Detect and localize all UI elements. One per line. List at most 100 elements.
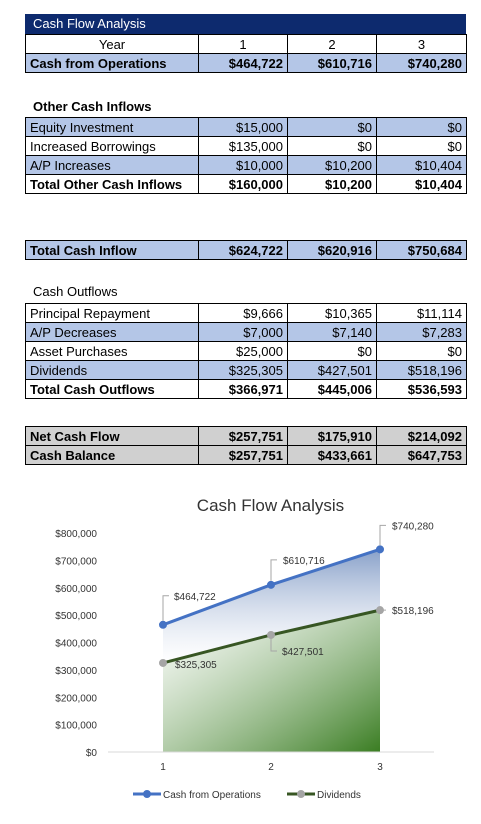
- value-cell: $175,910: [287, 426, 377, 446]
- value-cell: $25,000: [198, 341, 288, 361]
- table-row: Increased Borrowings $135,000 $0 $0: [25, 136, 467, 156]
- year-cell: 2: [287, 34, 377, 54]
- table-row: Principal Repayment $9,666 $10,365 $11,1…: [25, 303, 467, 323]
- value-cell: $624,722: [198, 240, 288, 260]
- data-point: [267, 630, 275, 639]
- y-tick-label: $100,000: [55, 721, 97, 732]
- data-label: $427,501: [282, 647, 324, 658]
- value-cell: $445,006: [287, 379, 377, 399]
- value-cell: $0: [287, 136, 377, 156]
- x-tick-label: 2: [268, 762, 274, 773]
- value-cell: $620,916: [287, 240, 377, 260]
- y-tick-label: $200,000: [55, 693, 97, 704]
- legend-label: Dividends: [317, 790, 361, 801]
- value-cell: $0: [287, 341, 377, 361]
- table-row: Equity Investment $15,000 $0 $0: [25, 117, 467, 137]
- value-cell: $464,722: [198, 53, 288, 73]
- value-cell: $536,593: [376, 379, 467, 399]
- value-cell: $10,000: [198, 155, 288, 175]
- data-label: $464,722: [174, 592, 216, 603]
- data-label: $518,196: [392, 606, 434, 617]
- value-cell: $10,365: [287, 303, 377, 323]
- row-label: Total Other Cash Inflows: [25, 174, 199, 194]
- value-cell: $750,684: [376, 240, 467, 260]
- value-cell: $214,092: [376, 426, 467, 446]
- value-cell: $518,196: [376, 360, 467, 380]
- value-cell: $9,666: [198, 303, 288, 323]
- value-cell: $0: [376, 136, 467, 156]
- year-cell: 3: [376, 34, 467, 54]
- operations-table: Year 1 2 3 Cash from Operations $464,722…: [25, 34, 467, 73]
- y-tick-label: $400,000: [55, 639, 97, 650]
- y-tick-label: $800,000: [55, 529, 97, 540]
- y-tick-label: $600,000: [55, 584, 97, 595]
- leader-line: [270, 559, 277, 581]
- data-point: [159, 620, 167, 629]
- year-cell: 1: [198, 34, 288, 54]
- y-tick-label: $0: [86, 748, 98, 759]
- row-label: Net Cash Flow: [25, 426, 199, 446]
- value-cell: $0: [287, 117, 377, 137]
- leader-line: [270, 630, 277, 652]
- data-label: $610,716: [283, 556, 325, 567]
- row-label: Equity Investment: [25, 117, 199, 137]
- row-label: Dividends: [25, 360, 199, 380]
- row-label: Asset Purchases: [25, 341, 199, 361]
- value-cell: $7,140: [287, 322, 377, 342]
- cash-balance-row: Cash Balance $257,751 $433,661 $647,753: [25, 445, 467, 465]
- value-cell: $325,305: [198, 360, 288, 380]
- value-cell: $15,000: [198, 117, 288, 137]
- value-cell: $135,000: [198, 136, 288, 156]
- value-cell: $427,501: [287, 360, 377, 380]
- data-label: $740,280: [392, 521, 434, 532]
- value-cell: $647,753: [376, 445, 467, 465]
- value-cell: $0: [376, 341, 467, 361]
- legend-swatch-marker: [297, 790, 305, 798]
- other-inflows-table: Equity Investment $15,000 $0 $0 Increase…: [25, 117, 467, 194]
- row-label: Total Cash Inflow: [25, 240, 199, 260]
- row-label: Cash Balance: [25, 445, 199, 465]
- total-row: Total Cash Outflows $366,971 $445,006 $5…: [25, 379, 467, 399]
- operations-label: Cash from Operations: [25, 53, 199, 73]
- operations-row: Cash from Operations $464,722 $610,716 $…: [25, 53, 467, 73]
- total-inflow-table: Total Cash Inflow $624,722 $620,916 $750…: [25, 240, 467, 260]
- y-tick-label: $300,000: [55, 666, 97, 677]
- value-cell: $10,404: [376, 155, 467, 175]
- value-cell: $160,000: [198, 174, 288, 194]
- value-cell: $740,280: [376, 53, 467, 73]
- table-row: A/P Decreases $7,000 $7,140 $7,283: [25, 322, 467, 342]
- data-point: [376, 545, 384, 554]
- sheet-title: Cash Flow Analysis: [25, 14, 466, 34]
- total-inflow-row: Total Cash Inflow $624,722 $620,916 $750…: [25, 240, 467, 260]
- row-label: A/P Increases: [25, 155, 199, 175]
- net-cash-flow-row: Net Cash Flow $257,751 $175,910 $214,092: [25, 426, 467, 446]
- area-operations-fill: [163, 549, 380, 663]
- legend-swatch-marker: [143, 790, 151, 798]
- leader-line: [379, 524, 386, 546]
- value-cell: $433,661: [287, 445, 377, 465]
- value-cell: $0: [376, 117, 467, 137]
- outflows-heading: Cash Outflows: [33, 284, 118, 299]
- table-row: Asset Purchases $25,000 $0 $0: [25, 341, 467, 361]
- table-row: A/P Increases $10,000 $10,200 $10,404: [25, 155, 467, 175]
- data-point: [267, 580, 275, 589]
- x-tick-label: 3: [377, 762, 383, 773]
- value-cell: $7,283: [376, 322, 467, 342]
- data-point: [159, 658, 167, 667]
- row-label: Total Cash Outflows: [25, 379, 199, 399]
- area-dividends-fill: [163, 610, 380, 752]
- chart-title: Cash Flow Analysis: [196, 496, 345, 515]
- value-cell: $10,200: [287, 174, 377, 194]
- x-tick-label: 1: [160, 762, 166, 773]
- value-cell: $257,751: [198, 445, 288, 465]
- row-label: A/P Decreases: [25, 322, 199, 342]
- y-tick-label: $700,000: [55, 556, 97, 567]
- year-row: Year 1 2 3: [25, 34, 467, 54]
- value-cell: $257,751: [198, 426, 288, 446]
- legend-label: Cash from Operations: [163, 790, 261, 801]
- value-cell: $7,000: [198, 322, 288, 342]
- other-inflows-heading: Other Cash Inflows: [33, 99, 152, 114]
- value-cell: $10,404: [376, 174, 467, 194]
- series-line-operations: [162, 547, 381, 627]
- table-row: Dividends $325,305 $427,501 $518,196: [25, 360, 467, 380]
